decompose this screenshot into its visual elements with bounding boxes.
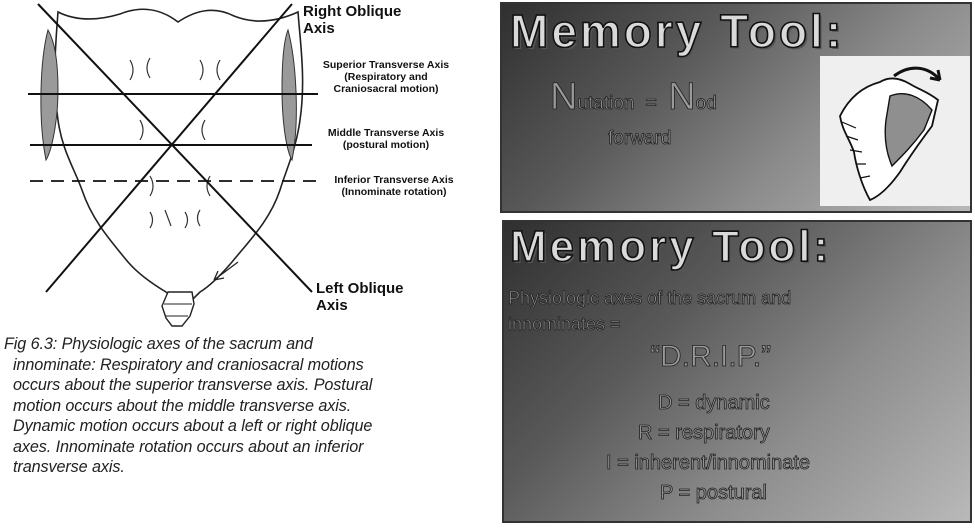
left-oblique-label: Left Oblique Axis xyxy=(316,280,404,315)
inferior-axis-line2: (Innominate rotation) xyxy=(341,185,447,198)
coccyx xyxy=(161,291,195,327)
memory-tool-slide-drip: Memory Tool: Physiologic axes of the sac… xyxy=(502,220,972,523)
slide1-title: Memory Tool: xyxy=(509,4,845,58)
equals-sign: = xyxy=(645,93,657,115)
drip-intro-line2: innominates = xyxy=(508,314,621,335)
inferior-axis-label: Inferior Transverse Axis (Innominate rot… xyxy=(320,174,468,199)
middle-axis-line2: (postural motion) xyxy=(342,138,430,151)
memory-tool-slide-nutation: Memory Tool: Nutation = Nod forward xyxy=(500,2,972,213)
caption-line: Fig 6.3: Physiologic axes of the sacrum … xyxy=(4,335,313,353)
drip-item-innominate: I = inherent/innominate xyxy=(606,452,811,475)
drip-item-respiratory: R = respiratory xyxy=(638,422,771,445)
middle-axis-line1: Middle Transverse Axis xyxy=(327,127,445,139)
inferior-axis-line1: Inferior Transverse Axis xyxy=(334,174,454,186)
nod-rest: od xyxy=(695,93,717,115)
right-oblique-axis xyxy=(37,3,313,293)
caption-line: axes. Innominate rotation occurs about a… xyxy=(13,437,364,456)
superior-axis-line1: Superior Transverse Axis xyxy=(322,59,450,71)
drip-item-postural: P = postural xyxy=(660,482,768,505)
drip-intro-line1: Physiologic axes of the sacrum and xyxy=(508,288,792,309)
sacrum-sketch-icon xyxy=(839,66,942,202)
sacrum-outline xyxy=(54,8,304,301)
sacral-foramina xyxy=(129,57,221,229)
sacrum-nutation-illustration xyxy=(820,56,970,206)
nutation-rest: utation xyxy=(577,93,635,115)
right-oblique-label: Right Oblique Axis xyxy=(303,3,402,38)
superior-axis-label: Superior Transverse Axis (Respiratory an… xyxy=(312,59,460,95)
middle-axis-label: Middle Transverse Axis (postural motion) xyxy=(312,127,460,152)
forward-text: forward xyxy=(608,128,672,150)
nod-initial: N xyxy=(668,76,696,119)
nutation-line: Nutation = Nod xyxy=(550,76,718,119)
superior-axis-line2: (Respiratory and xyxy=(344,70,428,83)
caption-line: innominate: Respiratory and craniosacral… xyxy=(13,355,364,374)
left-oblique-line1: Left Oblique xyxy=(316,280,404,297)
drip-acronym: “D.R.I.P.” xyxy=(650,340,772,374)
caption-line: Dynamic motion occurs about a left or ri… xyxy=(13,417,373,435)
coccyx-arrow xyxy=(213,261,239,281)
left-oblique-axis xyxy=(45,3,293,293)
sacrum-axes-figure: Right Oblique Axis Superior Transverse A… xyxy=(4,3,496,478)
drip-item-dynamic: D = dynamic xyxy=(658,392,771,415)
right-oblique-line1: Right Oblique xyxy=(303,3,402,20)
right-oblique-line2: Axis xyxy=(303,19,335,37)
caption-line: motion occurs about the middle transvers… xyxy=(13,396,352,415)
slide2-title: Memory Tool: xyxy=(509,222,832,272)
caption-line: transverse axis. xyxy=(13,458,125,476)
figure-caption: Fig 6.3: Physiologic axes of the sacrum … xyxy=(4,334,496,478)
superior-axis-line3: Craniosacral motion) xyxy=(333,82,439,95)
left-oblique-line2: Axis xyxy=(316,296,348,314)
sacrum-diagram xyxy=(28,3,322,327)
nutation-initial: N xyxy=(550,76,578,119)
caption-line: occurs about the superior transverse axi… xyxy=(13,376,373,394)
